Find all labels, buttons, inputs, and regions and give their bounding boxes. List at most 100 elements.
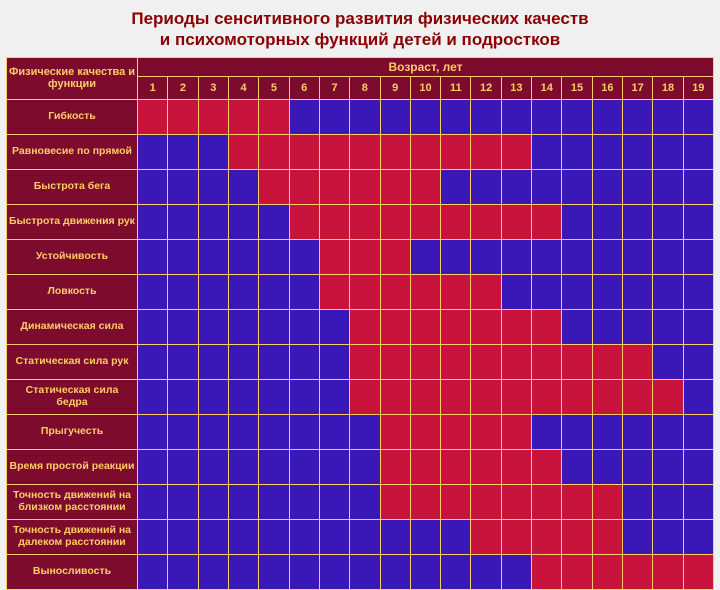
data-cell bbox=[168, 554, 198, 589]
page-title: Периоды сенситивного развития физических… bbox=[6, 8, 714, 51]
data-cell bbox=[380, 449, 410, 484]
data-cell bbox=[319, 379, 349, 414]
data-cell bbox=[380, 519, 410, 554]
data-cell bbox=[259, 274, 289, 309]
data-cell bbox=[471, 449, 501, 484]
data-cell bbox=[259, 99, 289, 134]
data-cell bbox=[319, 484, 349, 519]
data-cell bbox=[653, 379, 683, 414]
data-cell bbox=[683, 99, 713, 134]
data-cell bbox=[410, 99, 440, 134]
data-cell bbox=[532, 99, 562, 134]
data-cell bbox=[410, 379, 440, 414]
age-col-11: 11 bbox=[441, 76, 471, 99]
data-cell bbox=[319, 99, 349, 134]
data-cell bbox=[532, 379, 562, 414]
data-cell bbox=[532, 169, 562, 204]
data-cell bbox=[289, 379, 319, 414]
data-cell bbox=[532, 344, 562, 379]
age-col-1: 1 bbox=[138, 76, 168, 99]
data-cell bbox=[289, 344, 319, 379]
data-cell bbox=[138, 414, 168, 449]
data-cell bbox=[562, 344, 592, 379]
data-cell bbox=[501, 134, 531, 169]
data-cell bbox=[350, 414, 380, 449]
sensitive-periods-table: Физические качества и функции Возраст, л… bbox=[6, 57, 714, 590]
data-cell bbox=[228, 309, 258, 344]
age-col-17: 17 bbox=[623, 76, 653, 99]
data-cell bbox=[623, 169, 653, 204]
row-label: Равновесие по прямой bbox=[7, 134, 138, 169]
data-cell bbox=[653, 169, 683, 204]
data-cell bbox=[228, 204, 258, 239]
age-col-16: 16 bbox=[592, 76, 622, 99]
table-row: Быстрота бега bbox=[7, 169, 714, 204]
age-col-6: 6 bbox=[289, 76, 319, 99]
data-cell bbox=[562, 484, 592, 519]
data-cell bbox=[380, 169, 410, 204]
age-col-7: 7 bbox=[319, 76, 349, 99]
data-cell bbox=[623, 519, 653, 554]
row-label: Время простой реакции bbox=[7, 449, 138, 484]
data-cell bbox=[138, 99, 168, 134]
data-cell bbox=[350, 554, 380, 589]
data-cell bbox=[592, 309, 622, 344]
data-cell bbox=[138, 344, 168, 379]
data-cell bbox=[198, 449, 228, 484]
data-cell bbox=[350, 379, 380, 414]
data-cell bbox=[592, 379, 622, 414]
data-cell bbox=[623, 449, 653, 484]
data-cell bbox=[319, 169, 349, 204]
data-cell bbox=[228, 134, 258, 169]
data-cell bbox=[350, 344, 380, 379]
data-cell bbox=[683, 239, 713, 274]
data-cell bbox=[350, 484, 380, 519]
data-cell bbox=[259, 344, 289, 379]
data-cell bbox=[380, 414, 410, 449]
data-cell bbox=[228, 379, 258, 414]
data-cell bbox=[380, 99, 410, 134]
data-cell bbox=[228, 449, 258, 484]
data-cell bbox=[410, 309, 440, 344]
data-cell bbox=[380, 134, 410, 169]
data-cell bbox=[198, 99, 228, 134]
table-body: ГибкостьРавновесие по прямойБыстрота бег… bbox=[7, 99, 714, 589]
data-cell bbox=[501, 274, 531, 309]
data-cell bbox=[471, 274, 501, 309]
data-cell bbox=[623, 379, 653, 414]
data-cell bbox=[350, 274, 380, 309]
data-cell bbox=[441, 484, 471, 519]
data-cell bbox=[259, 169, 289, 204]
data-cell bbox=[350, 239, 380, 274]
data-cell bbox=[532, 414, 562, 449]
data-cell bbox=[501, 449, 531, 484]
data-cell bbox=[198, 344, 228, 379]
table-row: Устойчивость bbox=[7, 239, 714, 274]
data-cell bbox=[380, 309, 410, 344]
data-cell bbox=[228, 239, 258, 274]
data-cell bbox=[410, 204, 440, 239]
data-cell bbox=[562, 449, 592, 484]
data-cell bbox=[259, 449, 289, 484]
data-cell bbox=[441, 134, 471, 169]
data-cell bbox=[501, 309, 531, 344]
data-cell bbox=[138, 309, 168, 344]
data-cell bbox=[259, 519, 289, 554]
data-cell bbox=[350, 204, 380, 239]
data-cell bbox=[441, 449, 471, 484]
data-cell bbox=[168, 379, 198, 414]
data-cell bbox=[138, 169, 168, 204]
data-cell bbox=[138, 449, 168, 484]
data-cell bbox=[168, 99, 198, 134]
data-cell bbox=[259, 484, 289, 519]
data-cell bbox=[562, 309, 592, 344]
data-cell bbox=[683, 309, 713, 344]
data-cell bbox=[228, 484, 258, 519]
data-cell bbox=[289, 99, 319, 134]
data-cell bbox=[198, 239, 228, 274]
data-cell bbox=[683, 554, 713, 589]
data-cell bbox=[380, 344, 410, 379]
data-cell bbox=[562, 169, 592, 204]
data-cell bbox=[198, 274, 228, 309]
table-row: Точность движений на далеком расстоянии bbox=[7, 519, 714, 554]
